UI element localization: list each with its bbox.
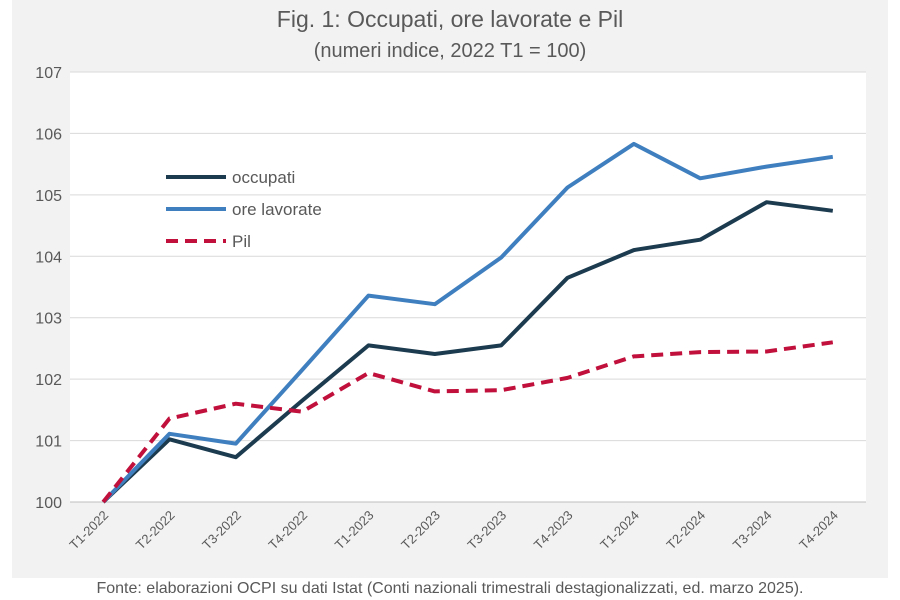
line-chart: 100 101 102 103 104 105 106 107 T1-2022 T2-2022 T… bbox=[35, 65, 866, 553]
series-line-pil bbox=[101, 340, 834, 504]
chart-subtitle: (numeri indice, 2022 T1 = 100) bbox=[313, 40, 587, 62]
x-tick-label: T3-2023 bbox=[464, 508, 509, 553]
x-tick-label: T1-2022 bbox=[66, 508, 111, 553]
x-tick-label: T3-2022 bbox=[199, 508, 244, 553]
y-tick-label: 107 bbox=[35, 65, 62, 82]
y-tick-label: 102 bbox=[35, 372, 62, 389]
y-tick-label: 101 bbox=[35, 434, 62, 451]
x-tick-label: T4-2023 bbox=[531, 508, 576, 553]
legend-label: Pil bbox=[232, 232, 251, 251]
x-tick-label: T3-2024 bbox=[730, 508, 775, 553]
x-tick-label: T2-2023 bbox=[398, 508, 443, 553]
x-tick-label: T4-2022 bbox=[265, 508, 310, 553]
plot-area bbox=[70, 72, 866, 502]
legend-label: occupati bbox=[232, 168, 295, 187]
x-tick-label: T2-2024 bbox=[663, 508, 708, 553]
chart-title: Fig. 1: Occupati, ore lavorate e Pil bbox=[276, 6, 624, 32]
x-tick-label: T1-2024 bbox=[597, 508, 642, 553]
source-note: Fonte: elaborazioni OCPI su dati Istat (… bbox=[96, 580, 804, 597]
x-tick-label: T2-2022 bbox=[133, 508, 178, 553]
y-tick-label: 100 bbox=[35, 495, 62, 512]
series-line-ore-lavorate bbox=[101, 141, 834, 504]
legend-label: ore lavorate bbox=[232, 200, 322, 219]
x-tick-label: T4-2024 bbox=[796, 508, 841, 553]
y-tick-label: 106 bbox=[35, 126, 62, 143]
series-line-occupati bbox=[101, 200, 834, 504]
x-tick-label: T1-2023 bbox=[332, 508, 377, 553]
y-tick-label: 103 bbox=[35, 311, 62, 328]
y-tick-label: 104 bbox=[35, 249, 62, 266]
y-tick-label: 105 bbox=[35, 188, 62, 205]
